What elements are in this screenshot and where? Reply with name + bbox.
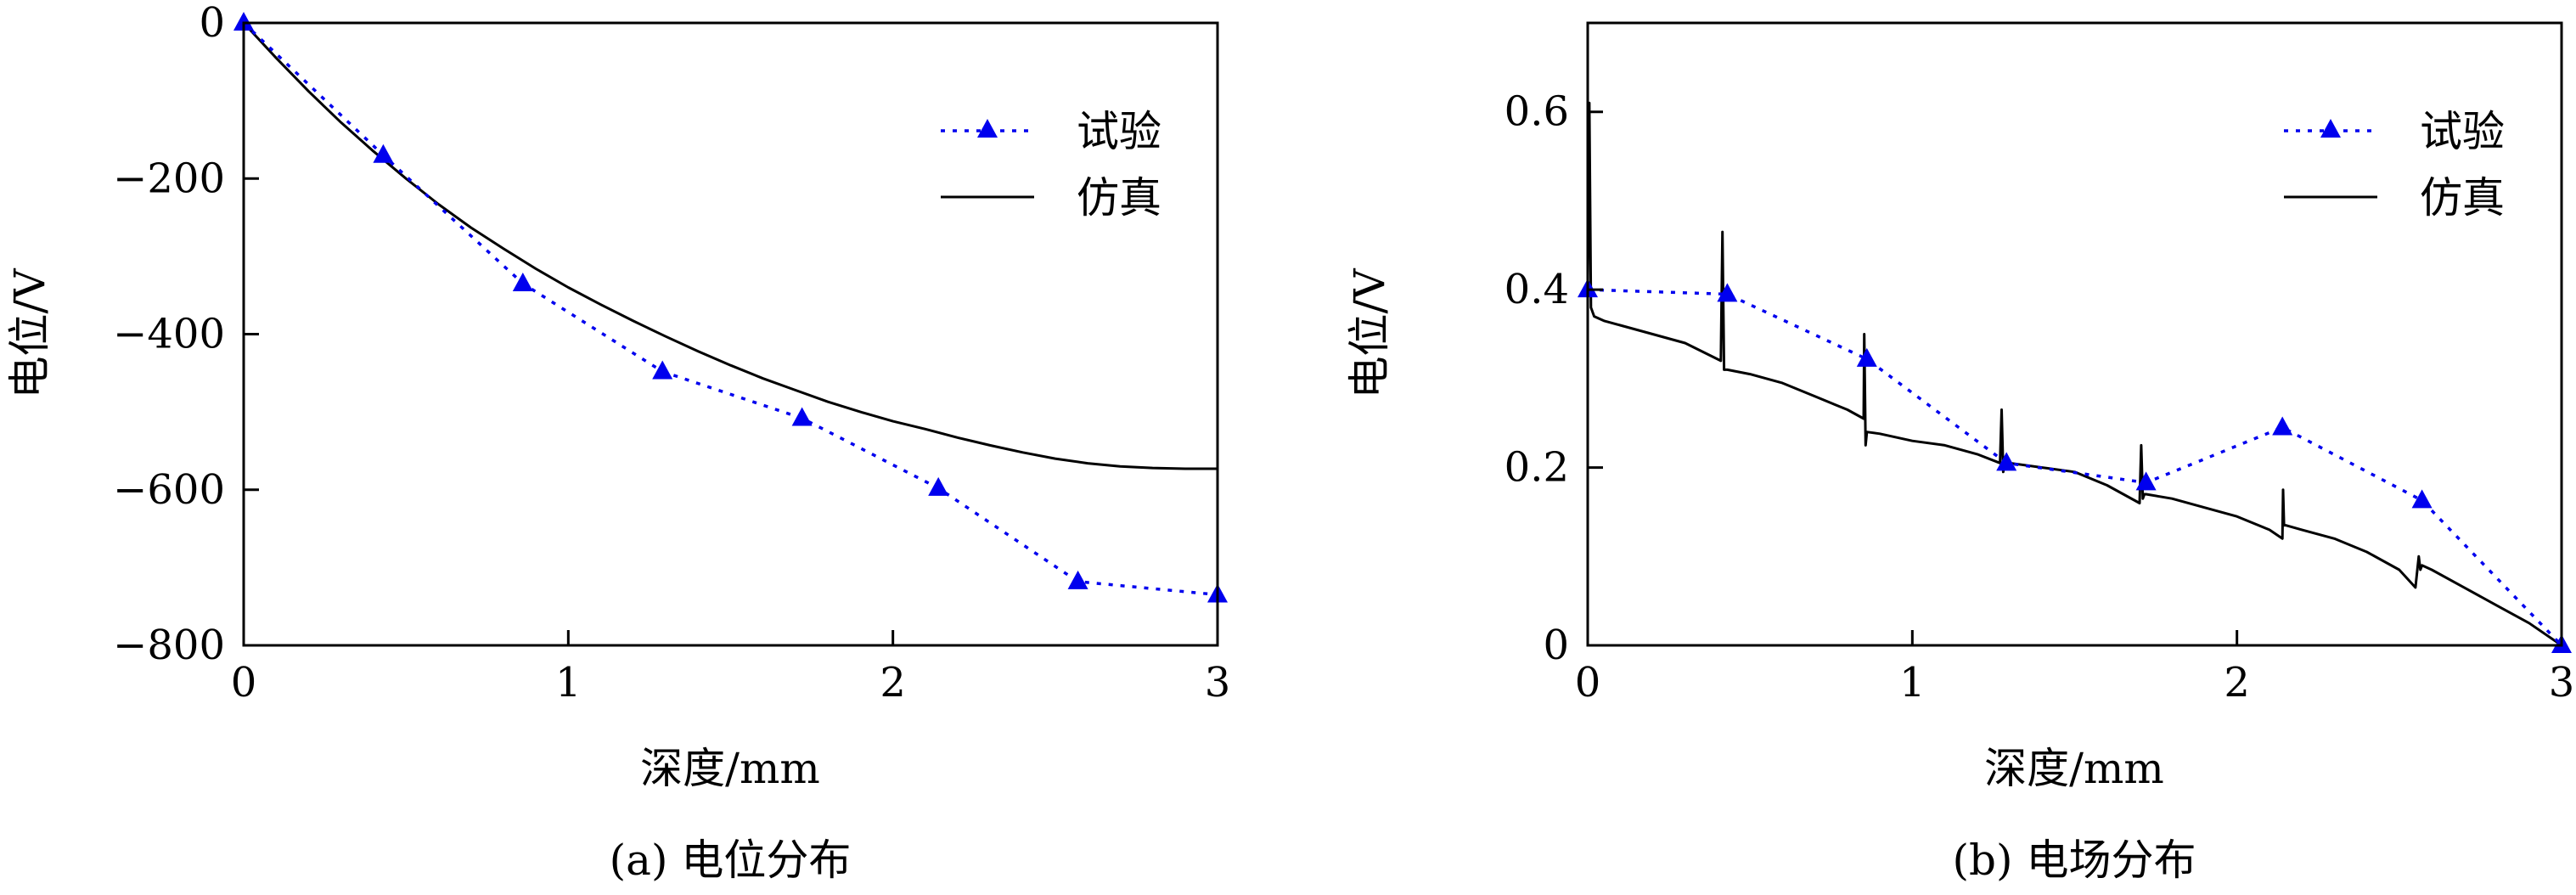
panel-a-series-test-marker — [233, 12, 254, 31]
panel-b: 0 1 2 3 0 0.2 0.4 0.6 深度/mm 电位/V (b) 电场分布 试验 仿真 — [1345, 21, 2575, 885]
panel-a-legend-label-test: 试验 — [1077, 107, 1161, 156]
panel-a-y-tick-label: 0 — [199, 0, 225, 47]
panel-a-series-test-marker — [373, 144, 394, 163]
panel-b-y-tick-label: 0.4 — [1505, 266, 1569, 313]
panel-b-legend: 试验 仿真 — [2284, 107, 2505, 222]
panel-a-x-tick-label: 0 — [231, 659, 257, 706]
panel-b-legend-label-test: 试验 — [2420, 107, 2505, 156]
panel-a-series-test-marker — [512, 272, 533, 291]
panel-b-x-axis-label: 深度/mm — [1984, 744, 2164, 793]
panel-a-series-sim-line — [242, 21, 1218, 470]
panel-a-series-test-marker — [1067, 570, 1088, 589]
panel-a-x-tick-label: 2 — [880, 659, 906, 706]
panel-a-legend-label-sim: 仿真 — [1077, 173, 1161, 222]
panel-a-ticks: 0 1 2 3 0 −200 −400 −600 −800 — [113, 0, 1230, 706]
panel-b-series-test-line — [1587, 288, 2563, 647]
panel-b-caption: (b) 电场分布 — [1953, 836, 2196, 885]
panel-a-series-test-marker — [791, 407, 813, 426]
panel-b-series-test-marker — [1717, 283, 1738, 302]
panel-b-y-tick-label: 0.2 — [1505, 444, 1569, 492]
panel-a-series-test-marker — [652, 360, 673, 380]
panel-a-x-axis-label: 深度/mm — [640, 744, 820, 793]
panel-a-y-tick-label: −800 — [113, 622, 225, 669]
panel-b-series-test-marker — [2272, 416, 2293, 436]
panel-b-x-tick-label: 1 — [1899, 659, 1926, 706]
panel-b-x-tick-label: 0 — [1575, 659, 1601, 706]
panel-b-series-test-marker — [1856, 347, 1877, 367]
panel-b-y-tick-label: 0 — [1543, 622, 1569, 669]
panel-a: 0 1 2 3 0 −200 −400 −600 −800 深度/mm 电位/V (a) 电位分… — [5, 0, 1230, 885]
panel-b-legend-marker-test — [2320, 119, 2341, 138]
panel-b-ticks: 0 1 2 3 0 0.2 0.4 0.6 — [1505, 88, 2575, 706]
panel-b-x-tick-label: 2 — [2224, 659, 2250, 706]
panel-a-x-tick-label: 1 — [555, 659, 582, 706]
panel-b-legend-label-sim: 仿真 — [2420, 173, 2505, 222]
panel-a-legend-marker-test — [977, 119, 998, 138]
panel-b-series-test-marker — [2135, 471, 2157, 491]
panel-b-series-test-marker — [1996, 452, 2017, 471]
panel-a-series-test-line — [242, 21, 1218, 597]
panel-b-series-sim-line — [1586, 101, 2562, 647]
panel-a-legend: 试验 仿真 — [941, 107, 1161, 222]
panel-a-y-tick-label: −400 — [113, 311, 225, 358]
panel-a-y-tick-label: −200 — [113, 155, 225, 202]
panel-a-caption: (a) 电位分布 — [610, 836, 852, 885]
panel-a-marks — [233, 12, 1228, 603]
panel-b-x-tick-label: 3 — [2549, 659, 2575, 706]
panel-a-plot-frame — [242, 21, 1219, 647]
panel-b-plot-frame — [1586, 21, 2563, 647]
panel-b-series-test-marker — [2411, 489, 2433, 509]
panel-a-x-tick-label: 3 — [1205, 659, 1231, 706]
panel-a-y-tick-label: −600 — [113, 466, 225, 514]
panel-a-series-test-marker — [928, 476, 949, 496]
panel-b-y-tick-label: 0.6 — [1505, 88, 1569, 136]
panel-b-y-axis-label: 电位/V — [1345, 268, 1394, 399]
panel-a-y-axis-label: 电位/V — [5, 268, 54, 399]
